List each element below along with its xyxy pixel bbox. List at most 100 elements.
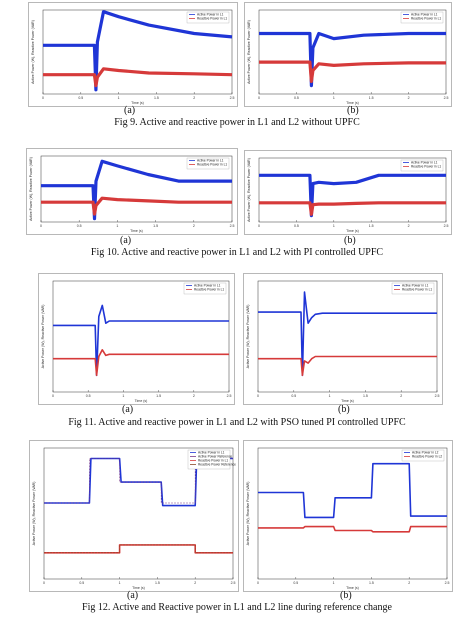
x-tick-label: 0 <box>257 581 259 585</box>
x-tick-label: 1.5 <box>155 581 160 585</box>
x-tick-label: 1.5 <box>154 96 159 100</box>
x-tick-label: 0.5 <box>78 96 83 100</box>
x-tick-label: 2.5 <box>445 581 450 585</box>
x-axis-label: Time (s) <box>130 229 143 233</box>
x-tick-label: 0 <box>40 224 42 228</box>
legend-label: Reactive Power in L1 <box>411 165 441 169</box>
x-tick-label: 1 <box>119 581 121 585</box>
legend-label: Active Power in L2 <box>412 451 439 455</box>
x-axis-label: Time (s) <box>135 399 148 403</box>
fig12a-chart: 0 0.5 1 1.5 2 2.5 Time (s) Active Power (W), Re… <box>29 440 239 592</box>
fig12-caption: Fig 12. Active and Reactive power in L1 … <box>82 602 392 613</box>
series-line <box>259 60 446 84</box>
series-line <box>44 458 233 504</box>
legend-label: Active Power in L1 <box>197 159 224 163</box>
fig12-sub-a: (a) <box>127 590 139 601</box>
fig10a-chart: 0 0.5 1 1.5 2 2.5 Time (s) Active Power (W), Re… <box>26 148 238 235</box>
fig11b-chart: 0 0.5 1 1.5 2 2.5 Time (s) Active Power (W), Re… <box>243 273 443 405</box>
plot-area <box>40 155 233 223</box>
fig10b-chart: 0 0.5 1 1.5 2 2.5 Time (s) Active Power (W), Re… <box>244 150 452 235</box>
fig9-sub-b: (b) <box>347 105 359 116</box>
x-tick-label: 1.5 <box>156 394 161 398</box>
fig12b-chart: 0 0.5 1 1.5 2 2.5 Time (s) Active Power (W), Re… <box>243 440 453 592</box>
plot-area <box>42 9 233 95</box>
series-line <box>43 67 233 88</box>
series-line <box>53 349 229 377</box>
x-tick-label: 1 <box>333 96 335 100</box>
x-tick-label: 0.5 <box>79 581 84 585</box>
x-tick-label: 1 <box>329 394 331 398</box>
legend-label: Active Power in L1 <box>194 284 221 288</box>
y-axis-label: Active Power (W), Reactive Power (VAR) <box>247 20 251 84</box>
x-tick-label: 0.5 <box>294 96 299 100</box>
fig10-sub-a: (a) <box>120 235 132 246</box>
legend-label: Active Power Reference <box>198 455 232 459</box>
legend-label: Reactive Power in L1 <box>402 288 432 292</box>
x-tick-label: 2.5 <box>230 96 235 100</box>
x-tick-label: 0 <box>258 96 260 100</box>
fig10-sub-b: (b) <box>344 235 356 246</box>
x-tick-label: 2.5 <box>230 224 235 228</box>
x-tick-label: 1.5 <box>363 394 368 398</box>
x-tick-label: 0 <box>258 224 260 228</box>
x-tick-label: 2 <box>408 581 410 585</box>
plot-area <box>43 447 234 580</box>
legend-label: Reactive Power in L1 <box>198 459 228 463</box>
legend-label: Active Power in L1 <box>198 451 225 455</box>
fig9-sub-a: (a) <box>124 105 136 116</box>
x-tick-label: 2.5 <box>231 581 236 585</box>
x-tick-label: 2 <box>194 581 196 585</box>
plot-area <box>257 447 448 580</box>
series-line <box>43 10 233 92</box>
series-line <box>44 544 233 554</box>
y-axis-label: Active Power (W), Reactive Power (VAR) <box>32 482 36 546</box>
y-axis-label: Active Power (W), Reactive Power (VAR) <box>29 157 33 221</box>
x-axis-label: Time (s) <box>132 586 145 590</box>
series-line <box>258 525 447 533</box>
x-tick-label: 2 <box>400 394 402 398</box>
x-tick-label: 2 <box>408 96 410 100</box>
x-tick-label: 0 <box>42 96 44 100</box>
fig11-sub-b: (b) <box>338 404 350 415</box>
legend-box <box>401 449 445 462</box>
x-tick-label: 2 <box>193 96 195 100</box>
fig9-caption: Fig 9. Active and reactive power in L1 a… <box>114 117 360 128</box>
x-axis-label: Time (s) <box>341 399 354 403</box>
legend-label: Reactive Power in L1 <box>411 17 441 21</box>
legend-box <box>186 157 230 170</box>
series-line <box>259 201 446 216</box>
fig10-caption: Fig 10. Active and reactive power in L1 … <box>90 247 384 258</box>
x-tick-label: 1.5 <box>369 224 374 228</box>
legend-box <box>186 11 230 24</box>
legend-label: Reactive Power in L1 <box>197 17 227 21</box>
x-axis-label: Time (s) <box>346 101 359 105</box>
fig11-caption: Fig 11. Active and reactive power in L1 … <box>68 417 406 428</box>
x-tick-label: 1.5 <box>153 224 158 228</box>
x-tick-label: 1.5 <box>369 581 374 585</box>
x-tick-label: 2.5 <box>227 394 232 398</box>
legend-label: Active Power in L1 <box>402 284 429 288</box>
plot-area <box>258 157 447 223</box>
x-tick-label: 1 <box>122 394 124 398</box>
x-axis-label: Time (s) <box>346 229 359 233</box>
x-tick-label: 0.5 <box>294 224 299 228</box>
x-tick-label: 2 <box>408 224 410 228</box>
fig9b-chart: 0 0.5 1 1.5 2 2.5 Time (s) Active Power (W), Re… <box>244 2 452 107</box>
x-axis-label: Time (s) <box>346 586 359 590</box>
legend-label: Active Power in L1 <box>411 13 438 17</box>
legend-label: Reactive Power Reference <box>198 463 236 467</box>
fig11-sub-a: (a) <box>122 404 134 415</box>
y-axis-label: Active Power (W), Reactive Power (VAR) <box>246 482 250 546</box>
legend-label: Reactive Power in L1 <box>194 288 224 292</box>
x-tick-label: 0 <box>52 394 54 398</box>
x-tick-label: 1 <box>333 581 335 585</box>
legend-box <box>391 282 435 295</box>
series-line <box>258 462 447 519</box>
x-tick-label: 1 <box>118 96 120 100</box>
y-axis-label: Active Power (W), Reactive Power (VAR) <box>41 305 45 369</box>
fig11a-chart: 0 0.5 1 1.5 2 2.5 Time (s) Active Power (W), Re… <box>38 273 235 405</box>
y-axis-label: Active Power (W), Reactive Power (VAR) <box>246 305 250 369</box>
series-line <box>259 173 446 218</box>
series-line <box>259 31 446 88</box>
x-tick-label: 2.5 <box>444 224 449 228</box>
